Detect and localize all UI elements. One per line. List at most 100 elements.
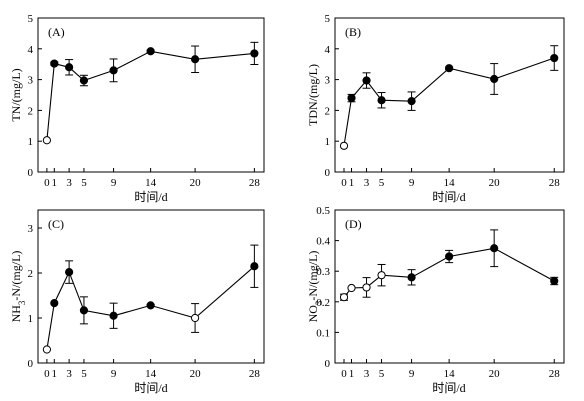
data-point-open (362, 283, 371, 292)
x-tick-label: 28 (249, 177, 261, 189)
plot-frame (37, 209, 265, 364)
data-point-filled (550, 53, 559, 63)
data-point-filled (50, 299, 59, 308)
data-point-filled (490, 74, 499, 84)
x-axis-title: 时间/d (432, 190, 465, 204)
data-point-filled (79, 306, 89, 315)
x-tick-label: 14 (145, 368, 157, 380)
y-tick-label: 1 (325, 136, 331, 148)
y-tick-label: 0.3 (316, 266, 330, 278)
y-tick-label: 0.4 (316, 236, 330, 248)
y-axis-title-rest: -N/(mg/L) (9, 251, 23, 301)
data-point-filled (490, 244, 499, 253)
y-tick-label: 0 (28, 358, 34, 370)
data-point-filled (109, 66, 118, 75)
y-tick-label: 0 (28, 167, 34, 179)
x-tick-label: 3 (364, 177, 370, 189)
x-tick-label: 14 (444, 177, 456, 189)
y-tick-label: 3 (28, 223, 34, 235)
data-point-filled (250, 49, 259, 58)
x-tick-label: 0 (341, 368, 347, 380)
data-point-open (190, 313, 200, 323)
x-axis-title: 时间/d (134, 381, 167, 395)
data-point-filled (146, 301, 155, 310)
x-tick-label: 20 (489, 368, 501, 380)
x-tick-label: 1 (52, 368, 58, 380)
data-point-open (377, 271, 386, 280)
x-tick-label: 5 (379, 177, 385, 189)
data-point-filled (50, 59, 59, 68)
x-tick-label: 0 (44, 368, 50, 380)
y-tick-label: 5 (28, 13, 34, 25)
data-point-open (42, 136, 51, 145)
y-tick-label: 1 (28, 136, 34, 148)
y-tick-label: 3 (28, 75, 34, 87)
plot-frame (334, 17, 565, 173)
x-tick-label: 9 (111, 368, 117, 380)
data-point-filled (146, 47, 155, 56)
x-tick-label: 20 (190, 177, 202, 189)
data-point-filled (550, 276, 559, 286)
chart-panel-4: (D)00.10.20.30.40.50 1 3 5 9 14 20 28时间/dNO3-N/… (306, 205, 565, 395)
x-tick-label: 5 (81, 368, 87, 380)
x-tick-label: 3 (66, 177, 72, 189)
x-tick-label: 9 (409, 177, 415, 189)
y-axis-title: TDN/(mg/L) (306, 64, 320, 126)
data-point-open (339, 141, 349, 150)
y-tick-label: 0.5 (316, 205, 330, 217)
series-line (46, 265, 255, 350)
y-axis-title: NO3-N/(mg/L) (306, 251, 324, 323)
y-tick-label: 4 (325, 44, 331, 56)
panel-label: (B) (345, 25, 361, 39)
x-tick-label: 0 (341, 177, 347, 189)
y-tick-label: 0 (325, 167, 331, 179)
y-axis-title-main: NH (9, 305, 23, 323)
x-tick-label: 9 (409, 368, 415, 380)
y-tick-label: 4 (28, 44, 34, 56)
data-point-filled (190, 55, 200, 64)
y-tick-label: 2 (28, 268, 34, 280)
data-point-filled (347, 93, 356, 103)
panel-label: (A) (48, 25, 65, 39)
y-axis-title-main: NO (306, 305, 320, 323)
x-tick-label: 14 (145, 177, 157, 189)
data-point-filled (377, 96, 386, 105)
y-axis-title-subscript: 3 (17, 300, 27, 305)
data-point-filled (362, 76, 371, 85)
data-point-filled (445, 64, 454, 73)
data-point-filled (407, 97, 416, 106)
y-tick-label: 5 (325, 13, 331, 25)
x-tick-label: 20 (489, 177, 501, 189)
y-tick-label: 0.2 (316, 297, 330, 309)
x-axis-title: 时间/d (134, 190, 167, 204)
y-tick-label: 1 (28, 313, 34, 325)
data-point-filled (407, 273, 416, 282)
x-tick-label: 1 (349, 177, 355, 189)
y-tick-label: 0 (325, 358, 331, 370)
panel-label: (D) (345, 217, 362, 231)
data-point-filled (65, 63, 74, 72)
x-tick-label: 28 (249, 368, 261, 380)
data-point-filled (79, 76, 89, 85)
x-tick-label: 3 (66, 368, 72, 380)
x-tick-label: 1 (52, 177, 58, 189)
x-axis-title: 时间/d (432, 381, 465, 395)
x-tick-label: 5 (81, 177, 87, 189)
plot-frame (37, 17, 265, 173)
x-tick-label: 1 (349, 368, 355, 380)
y-tick-label: 2 (28, 105, 34, 117)
y-axis-title: TN/(mg/L) (9, 68, 23, 121)
x-tick-label: 9 (111, 177, 117, 189)
x-tick-label: 20 (190, 368, 202, 380)
x-tick-label: 3 (364, 368, 370, 380)
data-point-filled (65, 268, 74, 277)
x-tick-label: 28 (549, 177, 561, 189)
x-tick-label: 0 (44, 177, 50, 189)
y-axis-title-subscript: 3 (314, 300, 324, 305)
y-tick-label: 2 (325, 105, 331, 117)
y-axis-title-rest: -N/(mg/L) (306, 251, 320, 301)
data-point-filled (109, 311, 118, 320)
